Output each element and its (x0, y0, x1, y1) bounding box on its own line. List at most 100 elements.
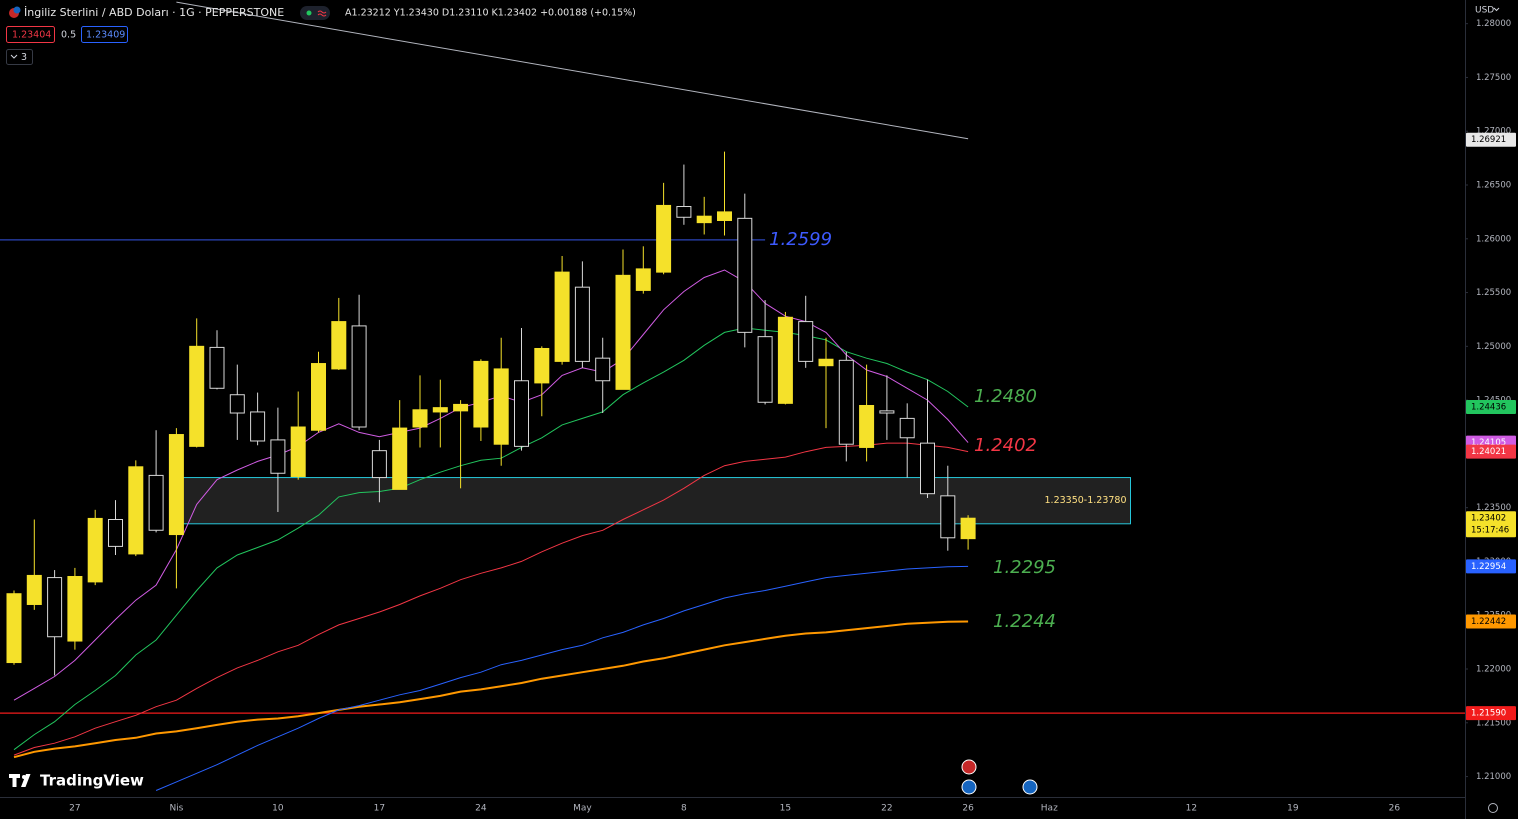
spread: 0.5 (61, 30, 76, 41)
buy-button[interactable] (81, 26, 128, 43)
y-tick-label: 1.21500 (1476, 718, 1511, 728)
y-tick-label: 1.25500 (1476, 288, 1511, 298)
currency[interactable]: USD (1475, 6, 1494, 16)
candle-body (635, 268, 651, 291)
x-tick-label: 22 (881, 804, 892, 814)
zone (175, 477, 1131, 525)
moving-average (13, 442, 969, 756)
event-icon[interactable] (961, 779, 977, 795)
price-badge-label: 1.21590 (1471, 709, 1506, 719)
candle-body (128, 466, 144, 555)
y-tick-label: 1.25000 (1476, 342, 1511, 352)
x-tick-label: 24 (475, 804, 487, 814)
candle-body (47, 577, 63, 638)
price-badge (1466, 511, 1516, 538)
symbol-icon (13, 6, 21, 14)
x-tick-label: 8 (681, 804, 687, 814)
candle-body (453, 403, 469, 412)
price-badge (1466, 559, 1516, 574)
candle-body (250, 411, 266, 442)
candle-body (757, 336, 773, 403)
y-tick-label: 1.26000 (1476, 234, 1511, 244)
candle-body (818, 358, 834, 367)
y-tick-label: 1.26500 (1476, 180, 1511, 190)
status-icon (317, 10, 327, 17)
y-tick-label: 1.21000 (1476, 772, 1511, 782)
x-tick-label: May (573, 804, 592, 814)
chevron[interactable] (10, 54, 18, 59)
price-badge (1466, 399, 1516, 414)
candle-body (615, 274, 631, 390)
candle-body (493, 368, 509, 445)
plot-area (0, 1, 1465, 791)
candle-body (67, 576, 83, 642)
price-countdown: 15:17:46 (1471, 526, 1509, 536)
indicators-toggle[interactable] (6, 49, 33, 65)
symbol-title: İngiliz Sterlini / ABD Doları · 1G · PEP… (24, 6, 284, 19)
price-badge-label: 1.24021 (1471, 447, 1506, 457)
horizontal-line-label: 1.2599 (769, 229, 832, 250)
price-badge-label: 1.26921 (1471, 135, 1506, 145)
price-badge-label: 1.22442 (1471, 617, 1506, 627)
indicators-count[interactable]: 3 (21, 52, 27, 63)
x-tick-label: 27 (69, 804, 80, 814)
settings-icon[interactable] (1488, 803, 1498, 813)
event-icon[interactable] (1022, 779, 1038, 795)
buy-price[interactable]: 1.23409 (86, 30, 125, 41)
annotation: 1.2295 (993, 557, 1056, 578)
candle-body (412, 409, 428, 428)
candle-body (270, 439, 286, 474)
candle-body (717, 211, 732, 221)
x-tick-label: 15 (780, 804, 791, 814)
x-tick-label: Nis (169, 804, 183, 814)
annotation: 1.2244 (993, 611, 1056, 632)
candle-body (859, 404, 875, 448)
candle-body (574, 286, 590, 362)
y-tick-label: 1.22000 (1476, 665, 1511, 675)
candle-body (87, 517, 103, 583)
trendline (176, 1, 969, 140)
candle-body (371, 450, 387, 479)
price-badge-label: 1.23402 (1471, 514, 1506, 524)
price-badge (1466, 614, 1516, 629)
chevron[interactable] (1493, 7, 1500, 12)
candle-body (189, 345, 205, 447)
y-tick-label: 1.27000 (1476, 127, 1511, 137)
price-badge-label: 1.24105 (1471, 438, 1506, 448)
price-badge (1466, 444, 1516, 459)
x-tick-label: 12 (1186, 804, 1197, 814)
status-icons (300, 6, 330, 20)
candle-body (331, 321, 347, 370)
x-tick-label: 26 (1389, 804, 1401, 814)
candle-body (290, 426, 306, 477)
candle-body (595, 357, 611, 382)
candle-body (108, 519, 123, 547)
candle-body (696, 215, 712, 224)
y-tick-label: 1.28000 (1476, 19, 1511, 29)
annotation: 1.2480 (974, 386, 1037, 407)
candle-body (777, 316, 793, 404)
candle-body (432, 407, 448, 413)
y-tick-label: 1.27500 (1476, 73, 1511, 83)
moving-average (13, 620, 969, 759)
x-tick-label: 17 (374, 804, 385, 814)
status-dot (306, 10, 312, 16)
sell-price[interactable]: 1.23404 (12, 30, 51, 41)
candle-body (473, 360, 489, 428)
candle-body (554, 271, 570, 362)
sell-button[interactable] (6, 26, 55, 43)
candle-body (148, 474, 164, 531)
candle-body (838, 359, 854, 445)
candle-body (737, 217, 753, 333)
y-tick-label: 1.23500 (1476, 503, 1511, 513)
candle-body (311, 363, 326, 431)
candle-body (960, 517, 976, 540)
candle-body (392, 427, 408, 490)
x-tick-label: 26 (962, 804, 974, 814)
candle-body (534, 347, 550, 384)
annotation: 1.2402 (974, 435, 1037, 456)
candle-body (351, 325, 367, 428)
event-icon[interactable] (961, 759, 977, 775)
